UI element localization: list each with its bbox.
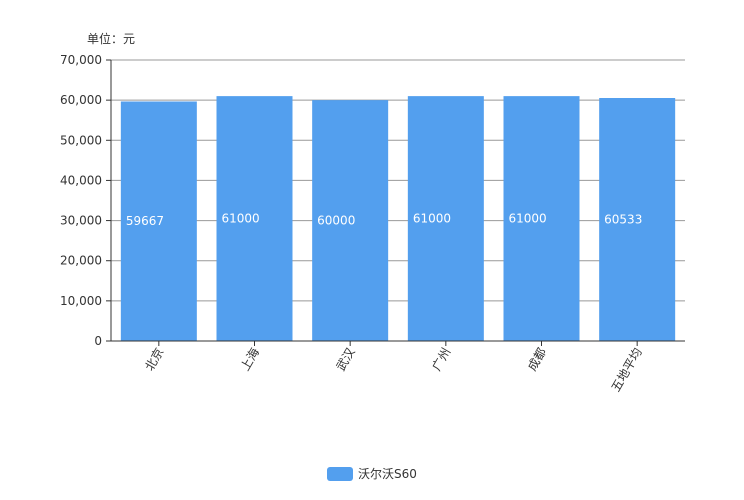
data-label: 60000 <box>317 214 355 228</box>
category-label: 北京 <box>142 346 166 374</box>
category-label: 广州 <box>429 346 453 374</box>
legend[interactable]: 沃尔沃S60 <box>327 466 417 481</box>
y-tick-label: 10,000 <box>60 294 102 308</box>
grid-lines <box>106 59 685 342</box>
y-tick-label: 40,000 <box>60 173 102 187</box>
legend-swatch[interactable] <box>327 467 353 481</box>
y-tick-label: 70,000 <box>60 53 102 67</box>
data-label: 59667 <box>126 214 164 228</box>
category-label: 武汉 <box>334 346 358 374</box>
bar-5[interactable] <box>503 96 580 341</box>
bar-6[interactable] <box>599 98 676 342</box>
axes <box>110 60 685 342</box>
data-label: 61000 <box>222 212 260 226</box>
data-label: 60533 <box>604 213 642 227</box>
legend-label[interactable]: 沃尔沃S60 <box>358 466 417 481</box>
bar-1[interactable] <box>120 101 197 341</box>
y-tick-label: 20,000 <box>60 254 102 268</box>
bar-3[interactable] <box>312 100 389 342</box>
bar-4[interactable] <box>407 96 484 341</box>
y-tick-label: 0 <box>94 334 102 348</box>
data-label: 61000 <box>413 212 451 226</box>
category-label: 成都 <box>525 346 549 374</box>
bar-2[interactable] <box>216 96 293 341</box>
category-label: 上海 <box>237 345 262 373</box>
data-labels: 59667 61000 60000 61000 61000 60533 <box>126 212 643 229</box>
data-label: 61000 <box>509 212 547 226</box>
y-tick-label: 50,000 <box>60 133 102 147</box>
y-tick-label: 60,000 <box>60 93 102 107</box>
y-axis-tick-labels: 0 10,000 20,000 30,000 40,000 50,000 60,000 70,… <box>60 53 102 348</box>
bars <box>120 96 676 342</box>
category-label: 五地平均 <box>609 346 645 395</box>
unit-label: 单位：元 <box>87 31 135 46</box>
y-tick-label: 30,000 <box>60 214 102 228</box>
x-axis-category-labels: 北京 上海 武汉 广州 成都 五地平均 <box>142 341 645 395</box>
